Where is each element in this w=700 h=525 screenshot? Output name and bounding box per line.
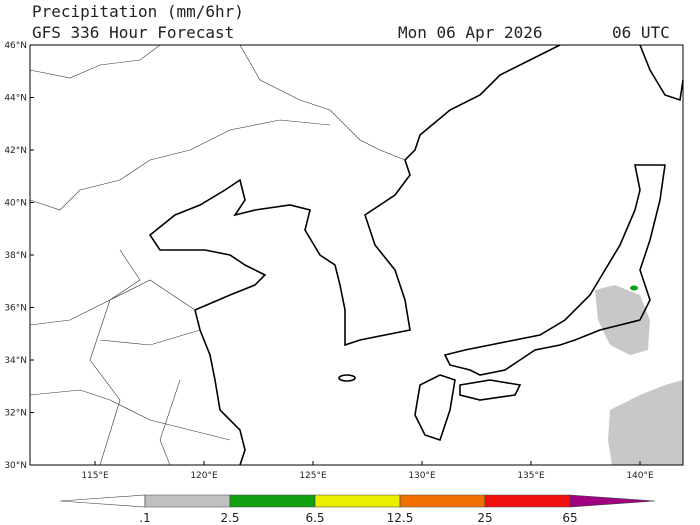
lat-label: 42°N (4, 146, 27, 156)
map-background (30, 45, 683, 465)
coastline (338, 374, 356, 382)
precip-area (608, 380, 683, 465)
colorbar-label: .1 (139, 511, 150, 525)
precip-area (630, 285, 638, 291)
time: 06 UTC (612, 23, 670, 42)
lat-label: 34°N (4, 356, 27, 366)
colorbar-segment (484, 494, 571, 508)
colorbar-label: 6.5 (305, 511, 324, 525)
coastline (414, 374, 456, 442)
lat-label: 40°N (4, 199, 27, 209)
lat-label: 46°N (4, 41, 27, 51)
model: GFS 336 Hour Forecast (32, 23, 234, 42)
colorbar-segment (314, 494, 401, 508)
colorbar-label: 12.5 (387, 511, 414, 525)
lon-label: 130°E (408, 471, 436, 481)
coastline (148, 44, 561, 466)
lat-label: 32°N (4, 409, 27, 419)
lat-label: 36°N (4, 304, 27, 314)
lon-label: 125°E (299, 471, 327, 481)
colorbar-segment (569, 494, 656, 508)
lon-label: 120°E (190, 471, 218, 481)
colorbar-label: 65 (562, 511, 577, 525)
coastline (639, 44, 684, 102)
lon-label: 140°E (626, 471, 654, 481)
colorbar-label: 2.5 (220, 511, 239, 525)
colorbar-segment (59, 494, 146, 508)
lat-label: 38°N (4, 251, 27, 261)
map (29, 44, 684, 466)
coastline (459, 379, 522, 401)
lat-label: 44°N (4, 94, 27, 104)
colorbar-segment (229, 494, 316, 508)
date: Mon 06 Apr 2026 (398, 23, 543, 42)
precip-area (595, 285, 650, 355)
lat-label: 30°N (4, 461, 27, 471)
colorbar-segment (399, 494, 486, 508)
lon-label: 135°E (517, 471, 545, 481)
title: Precipitation (mm/6hr) (32, 2, 244, 21)
lon-label: 115°E (81, 471, 109, 481)
colorbar-segment (144, 494, 231, 508)
coastline (443, 164, 666, 376)
border (29, 44, 406, 466)
colorbar-label: 25 (477, 511, 492, 525)
